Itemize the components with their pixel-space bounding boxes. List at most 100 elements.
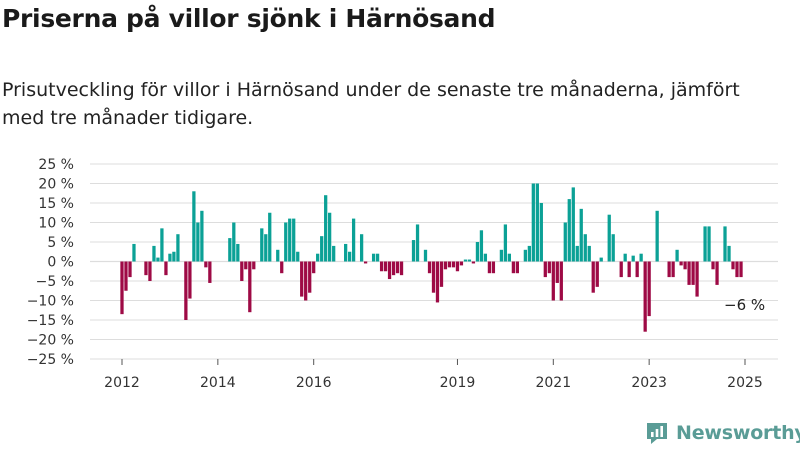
bar: [375, 253, 380, 262]
bar: [575, 245, 579, 262]
bar: [443, 261, 448, 270]
bar: [475, 242, 480, 262]
bar: [607, 214, 611, 262]
bar: [152, 245, 156, 262]
bar: [144, 261, 148, 276]
bar: [455, 261, 460, 272]
bar: [507, 253, 511, 262]
bar: [156, 257, 160, 262]
bar: [703, 226, 707, 262]
bar: [316, 253, 320, 262]
bar: [551, 261, 555, 301]
y-tick-label: −20 %: [27, 333, 74, 349]
bar: [451, 261, 456, 268]
bar: [723, 226, 727, 262]
bar: [260, 228, 264, 262]
x-tick-label: 2021: [535, 375, 571, 391]
y-tick-label: −25 %: [27, 352, 74, 368]
bar: [344, 243, 348, 262]
bar: [439, 261, 444, 287]
bar: [639, 253, 643, 262]
bar: [531, 183, 535, 262]
bar: [383, 261, 388, 272]
bar: [148, 261, 152, 281]
x-axis-ticks: 2012 2014 2016 2019 2021 2023 2025: [104, 359, 763, 391]
y-tick-label: 15 %: [38, 196, 74, 212]
bar: [248, 261, 252, 313]
bar: [555, 261, 559, 283]
bar: [120, 261, 124, 315]
bar: [184, 261, 188, 320]
bar: [300, 261, 304, 297]
bar: [160, 228, 164, 262]
bar: [515, 261, 519, 274]
y-tick-label: 20 %: [38, 177, 74, 193]
bar: [391, 261, 396, 276]
bar: [527, 245, 531, 262]
bar: [379, 261, 384, 272]
bar: [348, 251, 352, 262]
bar: [192, 191, 196, 262]
chart-subtitle: Prisutveckling för villor i Härnösand un…: [2, 79, 740, 129]
bar: [587, 245, 591, 262]
bar: [359, 234, 364, 262]
bar: [731, 261, 735, 270]
brand-name: Newsworthy: [676, 422, 800, 444]
bar: [479, 230, 484, 262]
bar: [268, 212, 272, 262]
bar: [168, 253, 172, 262]
bar: [351, 218, 356, 262]
bar: [735, 261, 739, 278]
y-tick-label: 25 %: [38, 157, 74, 173]
bar: [288, 218, 292, 262]
y-tick-label: −10 %: [27, 294, 74, 310]
bar: [715, 261, 719, 285]
bar: [431, 261, 436, 293]
bar: [124, 261, 128, 291]
bar: [411, 240, 416, 262]
bar: [164, 261, 168, 276]
bar: [128, 261, 132, 278]
bar: [276, 249, 280, 262]
bar: [543, 261, 547, 278]
y-tick-label: −15 %: [27, 313, 74, 329]
bar: [611, 234, 615, 262]
bar: [655, 210, 659, 262]
bar: [399, 261, 404, 276]
bar: [559, 261, 563, 301]
bar: [591, 261, 595, 293]
bar: [599, 257, 603, 262]
bar: [687, 261, 691, 285]
bar: [503, 224, 508, 262]
bar: [491, 261, 496, 274]
bar: [523, 249, 527, 262]
bar: [567, 199, 571, 262]
bar: [643, 261, 647, 332]
bar: [447, 261, 452, 268]
bar: [332, 245, 336, 262]
bar: [487, 261, 492, 274]
brand-logo: Newsworthy: [644, 418, 800, 448]
bar: [671, 261, 675, 278]
bar: [188, 261, 192, 299]
bar: [627, 261, 631, 278]
bar: [427, 261, 432, 274]
bar: [395, 261, 400, 274]
bar: [304, 261, 308, 301]
bar: [423, 249, 428, 262]
bar: [675, 249, 679, 262]
bar: [415, 224, 420, 262]
bar: [244, 261, 248, 270]
bar: [204, 261, 208, 268]
bar: [312, 261, 316, 274]
bar: [387, 261, 392, 280]
chart-title: Priserna på villor sjönk i Härnösand: [2, 4, 496, 33]
bar: [280, 261, 284, 274]
bar: [563, 222, 567, 262]
bar: [264, 234, 268, 262]
bar: [695, 261, 699, 297]
bar: [511, 261, 516, 274]
bar: [631, 255, 635, 262]
bar: [467, 259, 472, 262]
